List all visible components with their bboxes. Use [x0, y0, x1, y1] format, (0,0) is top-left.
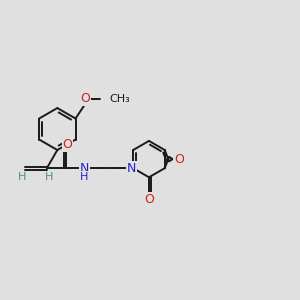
Text: O: O — [62, 138, 72, 151]
Text: N: N — [127, 162, 136, 175]
Text: O: O — [174, 153, 184, 166]
Text: O: O — [144, 193, 154, 206]
Text: H: H — [17, 172, 26, 182]
Text: CH₃: CH₃ — [110, 94, 130, 103]
Text: H: H — [80, 172, 88, 182]
Text: H: H — [44, 172, 53, 182]
Text: N: N — [80, 162, 89, 175]
Text: O: O — [80, 92, 90, 105]
